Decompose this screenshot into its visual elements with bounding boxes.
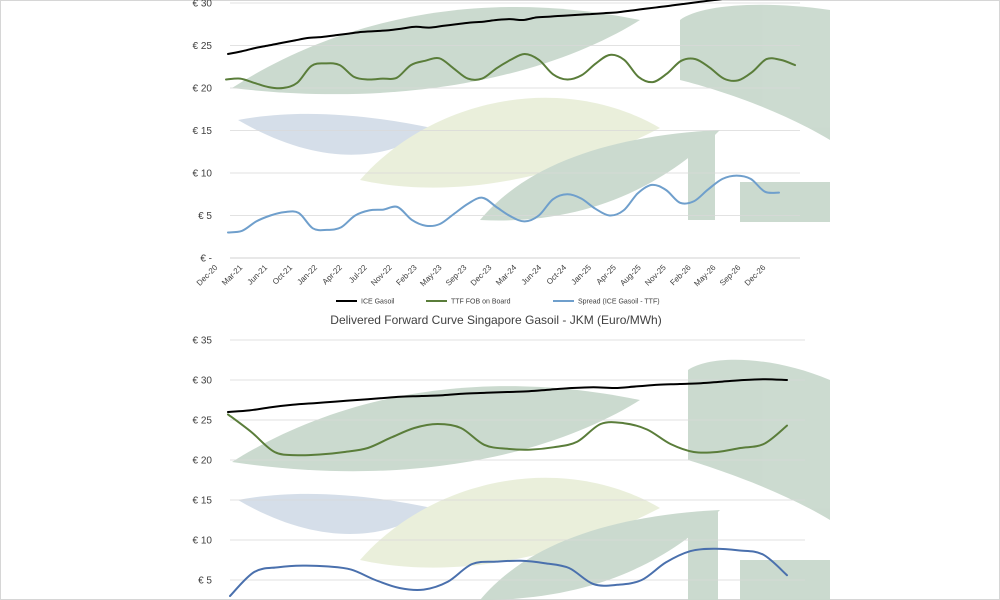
series-line-ice-gasoil-bottom xyxy=(227,378,788,413)
legend: ICE Gasoil TTF FOB on Board Spread (ICE … xyxy=(336,299,660,306)
y-tick-label: € 15 xyxy=(193,126,213,137)
series-line-ttf-fob-on-board-bottom xyxy=(227,413,788,457)
chart-title-bottom: Delivered Forward Curve Singapore Gasoil… xyxy=(330,313,661,327)
x-tick-label: Feb-26 xyxy=(668,263,693,288)
y-tick-label: € 15 xyxy=(193,496,213,507)
x-tick-label: Apr-25 xyxy=(595,263,619,287)
series-line-spread-ice-gasoil-ttf-bottom xyxy=(229,547,788,597)
x-tick-label: Mar-21 xyxy=(220,263,245,288)
gridlines-bottom xyxy=(230,339,805,581)
watermark-logo xyxy=(232,4,830,222)
y-tick-label: € 5 xyxy=(198,211,212,222)
x-tick-label: Sep-26 xyxy=(718,263,743,288)
x-tick-label: May-23 xyxy=(418,263,444,289)
x-axis-ticks-top: Dec-20 Mar-21 Jun-21 Oct-21 Jan-22 Apr-22 Jul-… xyxy=(195,263,768,289)
x-tick-label: Jun-24 xyxy=(520,263,544,287)
y-tick-label: € 20 xyxy=(193,84,213,95)
y-tick-label: € 10 xyxy=(193,536,213,547)
y-tick-label: € 5 xyxy=(198,576,212,587)
x-tick-label: Feb-23 xyxy=(394,263,419,288)
series-line-ice-gasoil-top xyxy=(227,0,723,55)
series-line-spread-ice-gasoil-ttf-top xyxy=(227,174,780,234)
legend-label-ice-gasoil: ICE Gasoil xyxy=(361,299,395,306)
x-tick-label: May-26 xyxy=(692,263,718,289)
chart-top: € -€ 5€ 10€ 15€ 20€ 25€ 30 Dec-20 Mar-21 J… xyxy=(193,0,830,306)
y-tick-label: € 10 xyxy=(193,169,213,180)
y-tick-label: € 25 xyxy=(193,41,213,52)
series-top xyxy=(225,0,796,234)
x-tick-label: Apr-22 xyxy=(321,263,345,287)
x-tick-label: Nov-25 xyxy=(643,263,668,288)
y-axis-ticks-bottom: € 5 € 10 € 15 € 20 € 25 € 30 € 35 xyxy=(193,336,213,587)
y-tick-label: € - xyxy=(200,254,212,265)
y-tick-label: € 35 xyxy=(193,336,213,347)
x-tick-label: Jul-22 xyxy=(347,263,369,285)
x-tick-label: Dec-20 xyxy=(195,263,220,288)
x-tick-label: Aug-25 xyxy=(618,263,643,288)
y-axis-ticks-top: € - € 5 € 10 € 15 € 20 € 25 € 30 xyxy=(193,0,213,265)
x-tick-label: Oct-24 xyxy=(545,263,569,287)
y-tick-label: € 25 xyxy=(193,416,213,427)
watermark-logo xyxy=(232,359,830,600)
x-tick-label: Dec-26 xyxy=(743,263,768,288)
x-tick-label: Jan-25 xyxy=(569,263,593,287)
chart-bottom: Delivered Forward Curve Singapore Gasoil… xyxy=(193,313,830,600)
y-tick-label: € 20 xyxy=(193,456,213,467)
x-tick-label: Nov-22 xyxy=(369,263,394,288)
x-tick-label: Mar-24 xyxy=(494,263,519,288)
x-tick-label: Dec-23 xyxy=(469,263,494,288)
x-tick-label: Jun-21 xyxy=(246,263,270,287)
y-tick-label: € 30 xyxy=(193,0,213,10)
legend-label-spread: Spread (ICE Gasoil - TTF) xyxy=(578,299,660,306)
series-line-ttf-fob-on-board-top xyxy=(225,53,796,90)
legend-label-ttf-fob: TTF FOB on Board xyxy=(451,299,511,306)
series-bottom xyxy=(227,378,788,597)
gridlines-top xyxy=(230,2,800,259)
x-tick-label: Jan-22 xyxy=(295,263,319,287)
x-tick-label: Sep-23 xyxy=(444,263,469,288)
x-tick-label: Oct-21 xyxy=(271,263,295,287)
y-tick-label: € 30 xyxy=(193,376,213,387)
